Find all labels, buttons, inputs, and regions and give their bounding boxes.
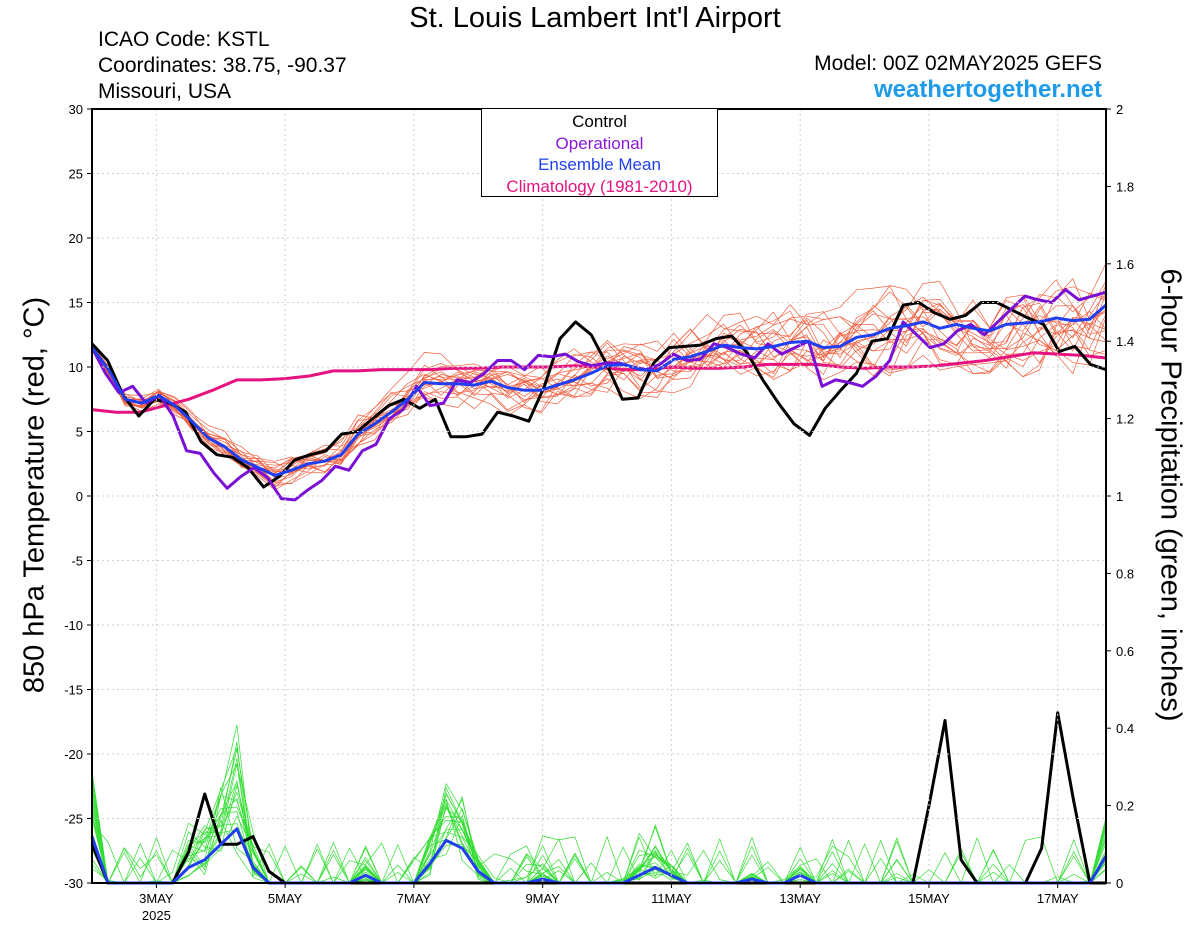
y-tick-label: -25 xyxy=(64,812,83,827)
y2-tick-label: 2 xyxy=(1116,102,1123,117)
member-temp-line xyxy=(91,304,1107,469)
control-temp-line xyxy=(90,301,1107,489)
legend-ensemble-mean: Ensemble Mean xyxy=(538,155,661,174)
member-temp-line xyxy=(91,278,1107,487)
y-tick-label: -30 xyxy=(64,876,83,891)
y2-tick-label: 1.6 xyxy=(1116,257,1134,272)
y2-tick-label: 0 xyxy=(1116,876,1123,891)
member-precip-line xyxy=(91,747,1107,884)
member-temp-line xyxy=(91,286,1107,471)
y-tick-label: 30 xyxy=(69,102,83,117)
y2-tick-label: 0.2 xyxy=(1116,799,1134,814)
legend-control: Control xyxy=(572,112,627,131)
y-tick-label: 15 xyxy=(69,296,83,311)
y-tick-label: 5 xyxy=(76,425,83,440)
x-tick-label: 15MAY xyxy=(908,891,950,906)
member-temp-line xyxy=(91,313,1107,466)
y2-tick-label: 1 xyxy=(1116,489,1123,504)
legend-operational: Operational xyxy=(555,133,644,153)
y2-tick-label: 1.2 xyxy=(1116,412,1134,427)
x-tick-label: 7MAY xyxy=(397,891,432,906)
site-link[interactable]: weathertogether.net xyxy=(873,76,1102,103)
y2-tick-label: 0.6 xyxy=(1116,644,1134,659)
member-temp-line xyxy=(91,279,1107,474)
y-tick-label: -15 xyxy=(64,683,83,698)
y-tick-label: -5 xyxy=(71,554,83,569)
x-tick-label: 11MAY xyxy=(651,891,692,906)
member-temp-line xyxy=(91,292,1107,474)
control-precip-line xyxy=(90,711,1106,885)
y-tick-label: 10 xyxy=(69,360,83,375)
x-tick-sublabel: 2025 xyxy=(142,908,171,923)
icao-code: ICAO Code: KSTL xyxy=(98,28,270,51)
coordinates: Coordinates: 38.75, -90.37 xyxy=(98,54,347,77)
y2-tick-label: 1.4 xyxy=(1116,334,1134,349)
x-tick-label: 9MAY xyxy=(525,891,560,906)
x-tick-label: 13MAY xyxy=(779,891,821,906)
x-tick-label: 17MAY xyxy=(1037,891,1079,906)
y-tick-label: 20 xyxy=(69,231,83,246)
member-temperature-lines xyxy=(91,262,1107,491)
y-tick-label: 25 xyxy=(69,167,83,182)
region: Missouri, USA xyxy=(98,80,232,103)
y2-tick-label: 0.4 xyxy=(1116,721,1134,736)
y-tick-label: 0 xyxy=(76,489,83,504)
y-tick-label: -20 xyxy=(64,747,83,762)
chart-title: St. Louis Lambert Int'l Airport xyxy=(409,2,781,34)
operational-temp-line xyxy=(90,288,1107,502)
y-tick-label: -10 xyxy=(64,618,83,633)
x-tick-label: 3MAY xyxy=(139,891,174,906)
axes: 302520151050-5-10-15-20-25-3021.81.61.41… xyxy=(64,102,1134,923)
member-temp-line xyxy=(91,293,1107,474)
model-run: Model: 00Z 02MAY2025 GEFS xyxy=(814,52,1102,75)
legend: Control Operational Ensemble Mean Climat… xyxy=(481,108,718,197)
member-precip-line xyxy=(91,748,1107,884)
mean-temp-line xyxy=(90,303,1107,477)
x-tick-label: 5MAY xyxy=(268,891,303,906)
y2-tick-label: 0.8 xyxy=(1116,566,1134,581)
climatology-line xyxy=(91,351,1107,414)
legend-climatology: Climatology (1981-2010) xyxy=(506,176,693,196)
y2-tick-label: 1.8 xyxy=(1116,179,1134,194)
